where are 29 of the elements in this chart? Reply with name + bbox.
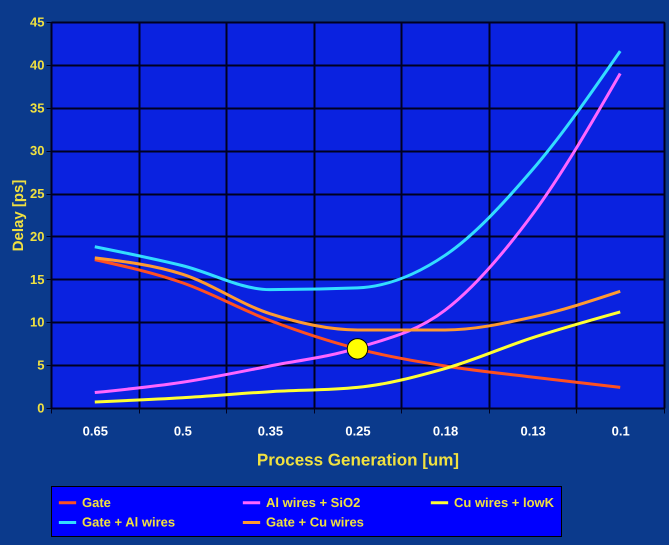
line-series [93, 310, 622, 404]
legend-label: Gate + Al wires [82, 514, 176, 530]
x-tick-label: 0.65 [82, 424, 108, 438]
y-tick-label: 35 [30, 100, 44, 116]
y-tick-label: 15 [30, 272, 44, 287]
x-tick-label: 0.1 [612, 424, 630, 438]
x-tick-label: 0.5 [174, 424, 192, 438]
line-series [93, 72, 622, 394]
legend-label: Al wires + SiO2 [266, 494, 360, 510]
legend-label: Gate + Cu wires [266, 514, 364, 530]
y-tick-label: 25 [30, 186, 44, 202]
y-tick-label: 45 [30, 14, 44, 30]
y-axis-title: Delay [ps] [10, 180, 28, 252]
x-tick-label: 0.13 [520, 424, 546, 438]
y-tick-label: 10 [30, 314, 44, 330]
y-tick-label: 30 [30, 143, 44, 158]
x-tick-label: 0.25 [345, 424, 371, 438]
x-tick-label: 0.35 [258, 424, 284, 438]
x-axis-title: Process Generation [um] [256, 450, 460, 470]
line-series [93, 258, 622, 389]
legend-label: Cu wires + lowK [454, 494, 555, 510]
y-tick-label: 40 [30, 57, 44, 72]
legend-label: Gate [82, 494, 111, 510]
y-tick-label: 0 [37, 400, 44, 416]
x-tick-label: 0.18 [432, 424, 458, 438]
line-series [93, 256, 622, 332]
y-tick-label: 5 [37, 358, 44, 373]
y-tick-label: 20 [30, 228, 44, 244]
line-series [93, 50, 622, 292]
